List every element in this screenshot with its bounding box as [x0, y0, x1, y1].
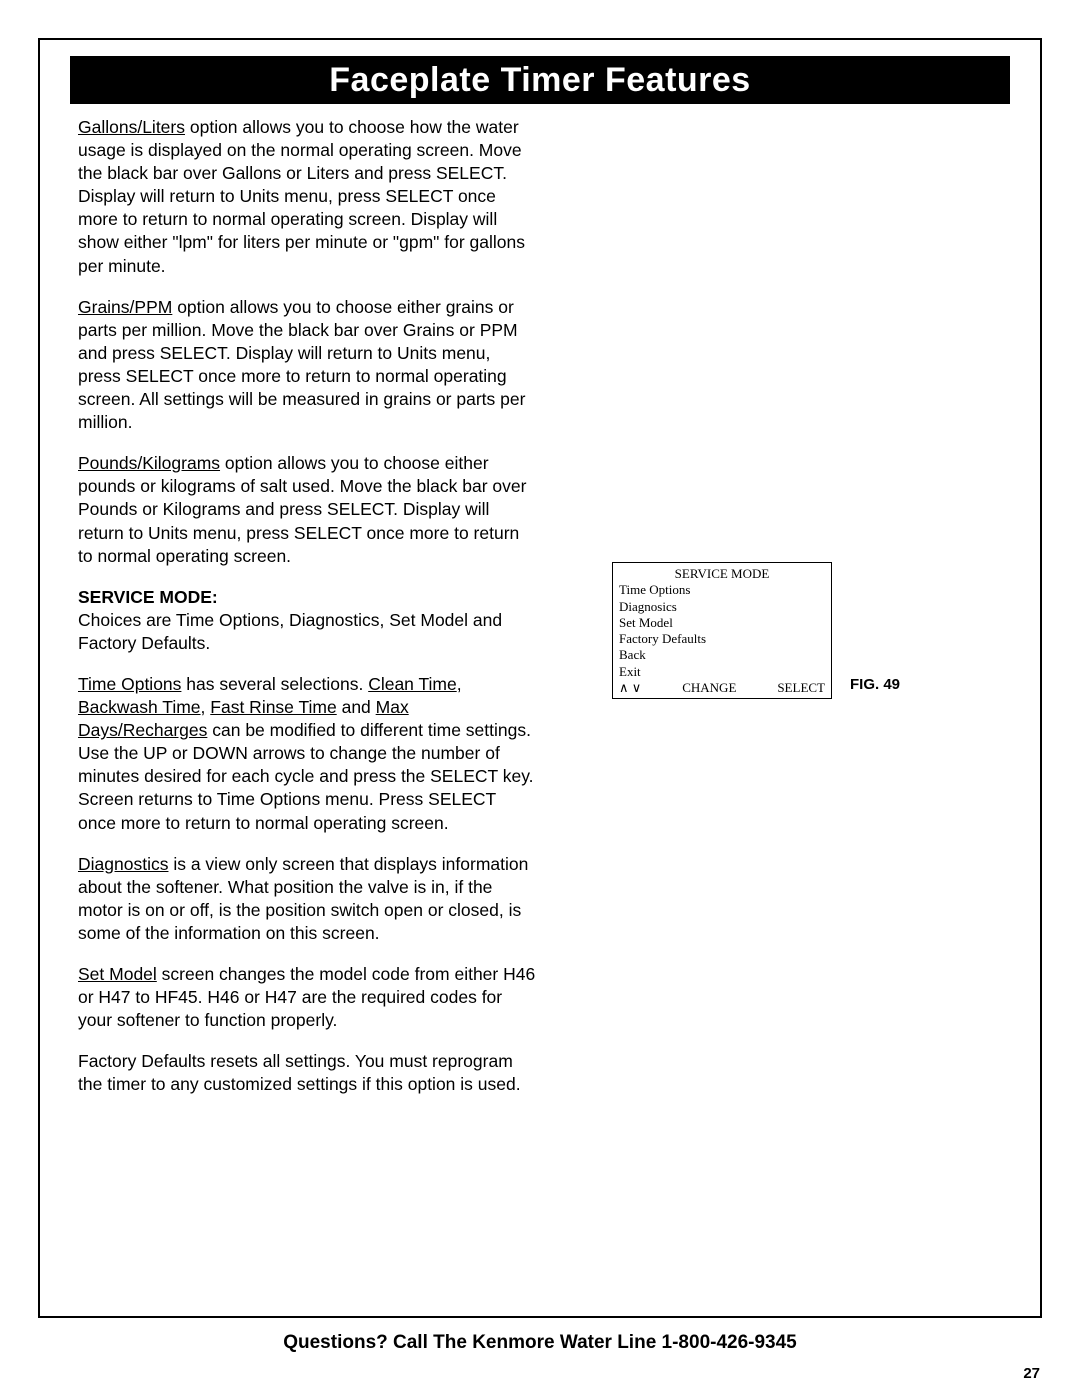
paragraph-text: option allows you to choose how the wate…	[78, 117, 525, 276]
display-item: Exit	[619, 664, 825, 680]
display-bottom-row: ∧ ∨ CHANGE SELECT	[619, 680, 825, 696]
paragraph-set-model: Set Model screen changes the model code …	[78, 963, 538, 1032]
paragraph-pounds-kilograms: Pounds/Kilograms option allows you to ch…	[78, 452, 538, 567]
underline-term: Backwash Time	[78, 697, 201, 717]
display-item: Diagnosics	[619, 599, 825, 615]
select-label: SELECT	[777, 680, 825, 696]
lead-term: Set Model	[78, 964, 157, 984]
paragraph-time-options: Time Options has several selections. Cle…	[78, 673, 538, 835]
paragraph-factory-defaults: Factory Defaults resets all settings. Yo…	[78, 1050, 538, 1096]
underline-term: Clean Time	[368, 674, 457, 694]
text-seg: has several selections.	[181, 674, 368, 694]
figure-label: FIG. 49	[850, 676, 900, 693]
body-column: Gallons/Liters option allows you to choo…	[78, 116, 538, 1114]
display-item: Set Model	[619, 615, 825, 631]
underline-term: Fast Rinse Time	[210, 697, 336, 717]
service-mode-block: SERVICE MODE: Choices are Time Options, …	[78, 586, 538, 655]
footer-contact: Questions? Call The Kenmore Water Line 1…	[0, 1332, 1080, 1354]
page-title: Faceplate Timer Features	[70, 56, 1010, 104]
text-seg: ,	[457, 674, 462, 694]
paragraph-gallons-liters: Gallons/Liters option allows you to choo…	[78, 116, 538, 278]
service-mode-heading: SERVICE MODE:	[78, 587, 218, 607]
lcd-display-service-mode: SERVICE MODE Time Options Diagnosics Set…	[612, 562, 832, 699]
text-seg: ,	[201, 697, 211, 717]
display-item: Time Options	[619, 582, 825, 598]
text-seg: and	[337, 697, 376, 717]
paragraph-diagnostics: Diagnostics is a view only screen that d…	[78, 853, 538, 945]
page-number: 27	[1023, 1365, 1040, 1382]
arrows-icon: ∧ ∨	[619, 680, 641, 696]
service-mode-intro: Choices are Time Options, Diagnostics, S…	[78, 610, 502, 653]
paragraph-grains-ppm: Grains/PPM option allows you to choose e…	[78, 296, 538, 435]
lead-term: Time Options	[78, 674, 181, 694]
lead-term: Gallons/Liters	[78, 117, 185, 137]
display-header: SERVICE MODE	[619, 566, 825, 582]
lead-term: Grains/PPM	[78, 297, 172, 317]
lead-term: Diagnostics	[78, 854, 168, 874]
lead-term: Pounds/Kilograms	[78, 453, 220, 473]
display-item: Factory Defaults	[619, 631, 825, 647]
change-label: CHANGE	[682, 680, 736, 696]
display-item: Back	[619, 647, 825, 663]
